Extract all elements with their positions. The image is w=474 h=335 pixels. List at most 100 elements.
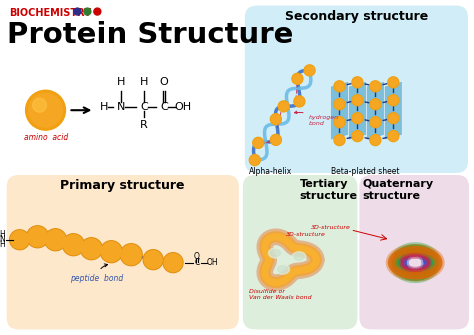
Text: C: C <box>194 258 200 267</box>
Text: BIOCHEMISTRY: BIOCHEMISTRY <box>9 8 91 17</box>
Circle shape <box>270 114 282 125</box>
Circle shape <box>334 99 345 110</box>
FancyBboxPatch shape <box>359 175 469 329</box>
Circle shape <box>27 226 48 248</box>
Text: R: R <box>140 120 148 130</box>
Circle shape <box>352 131 363 142</box>
Circle shape <box>84 8 91 15</box>
Circle shape <box>121 245 141 265</box>
Circle shape <box>389 96 398 105</box>
Text: OH: OH <box>206 258 218 267</box>
Circle shape <box>26 90 65 130</box>
Circle shape <box>295 97 304 106</box>
Circle shape <box>388 131 399 142</box>
Circle shape <box>334 117 345 128</box>
Circle shape <box>164 254 182 272</box>
Circle shape <box>254 138 263 147</box>
Text: H: H <box>0 240 5 249</box>
Circle shape <box>272 135 280 144</box>
Text: Alpha-helix: Alpha-helix <box>249 167 292 176</box>
FancyBboxPatch shape <box>245 6 468 173</box>
Circle shape <box>279 102 288 111</box>
Circle shape <box>253 137 264 148</box>
Text: Beta-plated sheet: Beta-plated sheet <box>331 167 400 176</box>
Circle shape <box>371 100 380 109</box>
Circle shape <box>335 100 344 109</box>
Text: O: O <box>194 252 200 261</box>
Text: Protein Structure: Protein Structure <box>7 20 293 49</box>
Polygon shape <box>384 81 402 140</box>
Circle shape <box>249 154 260 165</box>
Circle shape <box>388 113 399 124</box>
Text: N: N <box>0 235 5 244</box>
Polygon shape <box>348 81 366 140</box>
Circle shape <box>352 95 363 106</box>
Text: O: O <box>160 77 168 87</box>
FancyBboxPatch shape <box>243 175 357 329</box>
Circle shape <box>370 99 381 110</box>
Circle shape <box>74 8 81 15</box>
Text: 3D-structure: 3D-structure <box>310 225 350 230</box>
Circle shape <box>46 230 65 250</box>
Circle shape <box>352 113 363 124</box>
Circle shape <box>370 81 381 92</box>
Text: Primary structure: Primary structure <box>60 179 184 192</box>
Circle shape <box>82 239 101 259</box>
Circle shape <box>371 136 380 145</box>
Circle shape <box>278 101 289 112</box>
Circle shape <box>389 114 398 123</box>
Circle shape <box>370 117 381 128</box>
Ellipse shape <box>294 253 304 260</box>
Text: hydrogen
bond: hydrogen bond <box>294 111 339 126</box>
Circle shape <box>163 253 183 273</box>
Text: H: H <box>0 230 5 239</box>
Circle shape <box>335 82 344 91</box>
Circle shape <box>143 250 163 270</box>
Circle shape <box>352 77 363 88</box>
Circle shape <box>304 65 315 76</box>
Circle shape <box>389 78 398 87</box>
Circle shape <box>250 155 259 164</box>
Circle shape <box>27 227 47 247</box>
Circle shape <box>294 96 305 107</box>
Circle shape <box>33 98 46 112</box>
Polygon shape <box>366 81 384 140</box>
Circle shape <box>335 136 344 145</box>
Text: N: N <box>117 102 126 112</box>
Ellipse shape <box>268 248 283 258</box>
Ellipse shape <box>292 252 306 262</box>
FancyBboxPatch shape <box>7 175 239 329</box>
Circle shape <box>64 235 83 255</box>
Circle shape <box>334 81 345 92</box>
Circle shape <box>353 78 362 87</box>
Text: Tertiary
structure: Tertiary structure <box>300 179 357 201</box>
Circle shape <box>101 242 121 262</box>
Text: 3D-structure: 3D-structure <box>286 232 326 237</box>
Circle shape <box>81 238 102 260</box>
Circle shape <box>270 134 282 145</box>
Circle shape <box>28 93 63 127</box>
Circle shape <box>292 73 303 84</box>
Circle shape <box>293 74 302 83</box>
Circle shape <box>10 231 28 249</box>
Text: H: H <box>140 77 148 87</box>
Circle shape <box>9 230 29 250</box>
Ellipse shape <box>275 264 290 274</box>
Circle shape <box>334 135 345 146</box>
Polygon shape <box>330 81 348 140</box>
Text: C: C <box>140 102 148 112</box>
Ellipse shape <box>271 250 281 257</box>
Circle shape <box>353 114 362 123</box>
Text: OH: OH <box>174 102 191 112</box>
Text: amino  acid: amino acid <box>24 133 68 142</box>
Text: C: C <box>160 102 168 112</box>
Circle shape <box>94 8 101 15</box>
Circle shape <box>100 241 122 263</box>
Text: H: H <box>100 102 109 112</box>
Circle shape <box>388 95 399 106</box>
Text: Disulfide or
Van der Waals bond: Disulfide or Van der Waals bond <box>249 289 311 299</box>
Circle shape <box>63 234 84 256</box>
Ellipse shape <box>278 266 288 273</box>
Circle shape <box>371 82 380 91</box>
Circle shape <box>370 135 381 146</box>
